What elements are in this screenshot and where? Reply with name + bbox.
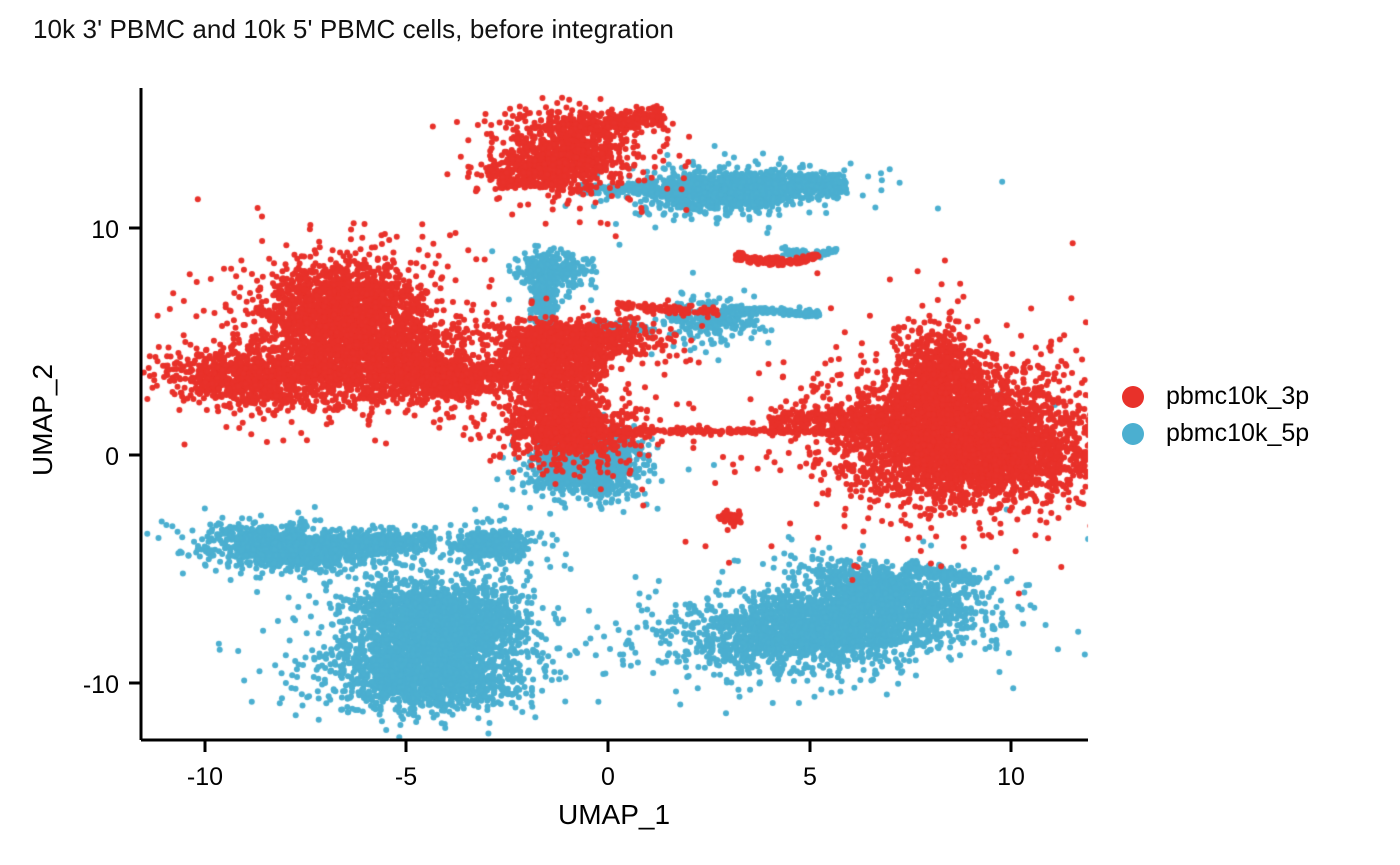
x-tick-label: 0 <box>601 763 615 791</box>
legend-item-pbmc10k-5p[interactable]: pbmc10k_5p <box>1122 415 1392 452</box>
x-axis-title: UMAP_1 <box>558 799 670 830</box>
y-axis-ticks <box>129 226 141 685</box>
x-tick-label: 5 <box>803 763 817 791</box>
legend-item-label: pbmc10k_3p <box>1166 382 1310 410</box>
y-tick-label: -10 <box>83 671 119 699</box>
y-tick-label: 0 <box>105 443 119 471</box>
legend: pbmc10k_3p pbmc10k_5p <box>1122 378 1392 452</box>
x-tick-label: 10 <box>997 763 1025 791</box>
x-tick-label: -5 <box>395 763 417 791</box>
legend-item-pbmc10k-3p[interactable]: pbmc10k_3p <box>1122 378 1392 415</box>
legend-item-label: pbmc10k_5p <box>1166 419 1310 447</box>
x-tick-label: -10 <box>187 763 223 791</box>
x-axis-ticks <box>203 740 1013 752</box>
legend-swatch-icon <box>1122 422 1144 445</box>
legend-swatch-icon <box>1122 385 1144 408</box>
y-axis-title: UMAP_2 <box>27 364 58 476</box>
y-tick-label: 10 <box>91 216 119 244</box>
